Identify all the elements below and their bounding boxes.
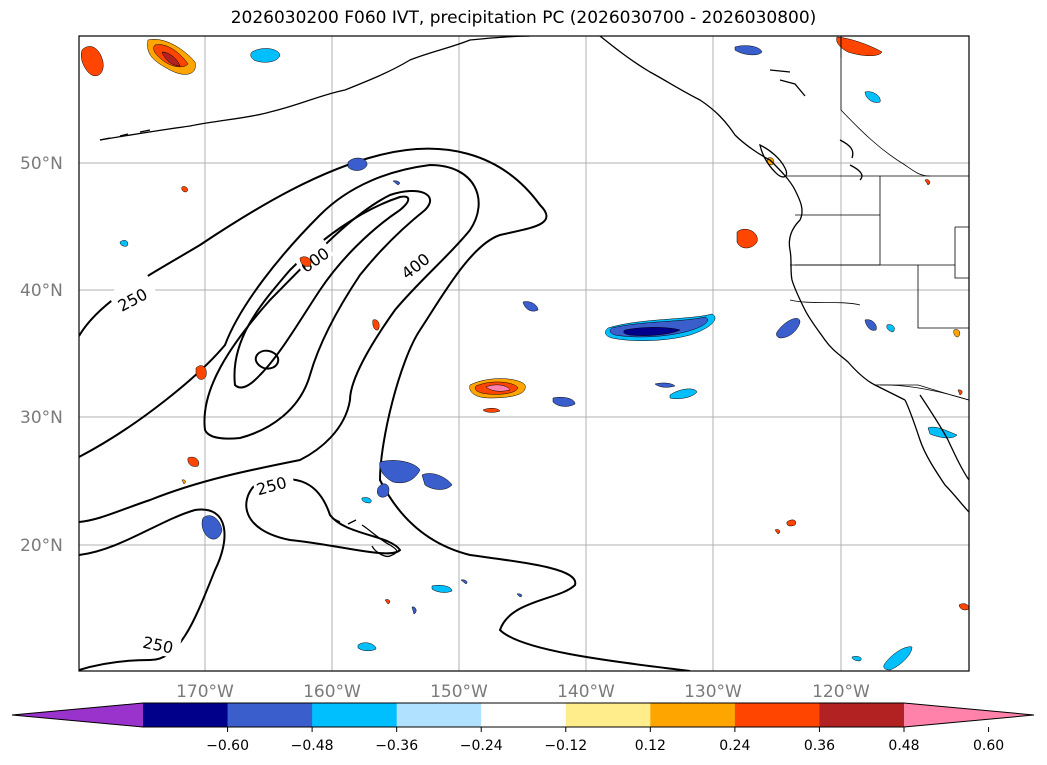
lat-label: 50°N — [20, 154, 63, 174]
colorbar-tick-label: −0.60 — [206, 738, 249, 754]
lon-label: 170°W — [176, 682, 234, 702]
colorbar-swatch — [734, 703, 820, 727]
ivt-contours — [79, 147, 691, 671]
lon-label: 130°W — [684, 682, 742, 702]
colorbar-tick-label: −0.36 — [375, 738, 418, 754]
map-title: 2026030200 F060 IVT, precipitation PC (2… — [230, 8, 817, 28]
baja-coast — [904, 399, 969, 513]
map-background — [79, 36, 969, 671]
lat-label: 30°N — [20, 408, 63, 428]
colorbar-extend-low — [12, 703, 143, 727]
colorbar-swatch — [650, 703, 736, 727]
lon-label: 140°W — [557, 682, 615, 702]
ivt-contour-250-loop — [245, 478, 402, 555]
colorbar-swatch — [312, 703, 398, 727]
aleutian-arc — [99, 129, 151, 141]
colorbar-swatch — [481, 703, 567, 727]
canada-inlets — [839, 139, 863, 181]
map-frame — [78, 35, 970, 672]
hawaii-islands — [331, 517, 398, 558]
bc-coast — [769, 159, 803, 251]
latitude-labels: 50°N 40°N 30°N 20°N — [20, 154, 63, 556]
ivt-contour-small-ring — [254, 349, 280, 370]
precip-positive-patches — [81, 36, 969, 611]
colorbar-tick-label: −0.12 — [544, 738, 587, 754]
longitude-labels: 170°W 160°W 150°W 140°W 130°W 120°W — [176, 682, 870, 702]
alaska-coast — [99, 36, 531, 141]
lon-label: 120°W — [812, 682, 870, 702]
ivt-contour-400 — [203, 190, 432, 440]
bc-alberta-border — [840, 36, 931, 177]
mexico-border — [874, 384, 969, 401]
lat-label: 20°N — [20, 536, 63, 556]
ivt-contour-250-north — [79, 147, 691, 671]
ivt-contour-600 — [233, 195, 410, 389]
colorbar-tick-label: −0.48 — [291, 738, 334, 754]
colorbar-tick-label: 0.48 — [888, 738, 919, 754]
political-boundaries — [785, 36, 969, 401]
gulf-california-coast — [919, 394, 969, 481]
colorbar-tick-label: 0.12 — [635, 738, 666, 754]
colorbar-tick-label: 0.36 — [804, 738, 835, 754]
colorbar-extend-high — [904, 703, 1034, 727]
vancouver-island — [759, 143, 788, 178]
colorbar-tick-label: −0.24 — [460, 738, 503, 754]
colorbar-tick-label: 0.24 — [719, 738, 750, 754]
colorbar-swatch — [227, 703, 313, 727]
colorbar: −0.60 −0.48 −0.36 −0.24 −0.12 0.12 0.24 0.36 0.4… — [11, 702, 1035, 754]
precip-negative-patches — [119, 45, 958, 671]
colorbar-swatch — [819, 703, 905, 727]
contour-labels: 250 600 400 250 250 — [107, 236, 438, 659]
alaska-islands — [769, 69, 806, 97]
colorbar-tick-label: 0.60 — [973, 738, 1004, 754]
ivt-contour-250-south — [79, 508, 226, 671]
colorbar-outline — [11, 702, 1035, 728]
lon-label: 150°W — [430, 682, 488, 702]
lat-label: 40°N — [20, 281, 63, 301]
ivt-contour-250-inner — [79, 163, 480, 523]
colorbar-swatch — [565, 703, 651, 727]
alaska-peninsula — [599, 36, 771, 161]
gridlines — [79, 36, 969, 671]
lon-label: 160°W — [303, 682, 361, 702]
colorbar-swatch — [143, 703, 229, 727]
colorbar-swatch — [396, 703, 482, 727]
